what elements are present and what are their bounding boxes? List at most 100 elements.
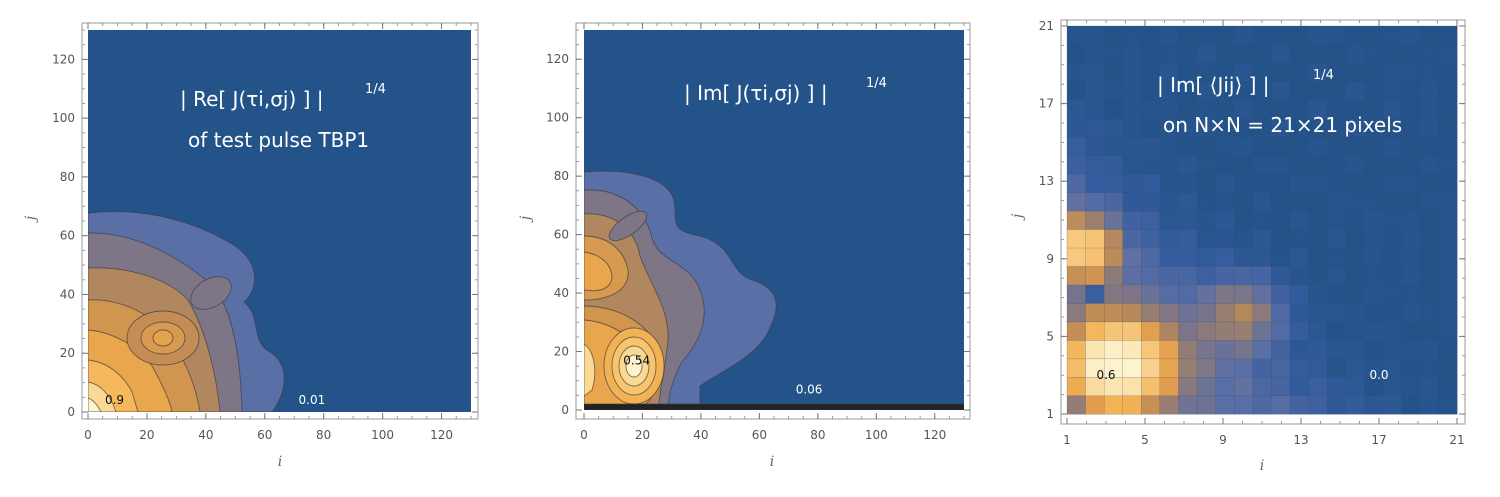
heatmap-cell <box>1401 302 1421 323</box>
y-tick-label: 40 <box>60 287 75 301</box>
heatmap-cell <box>1363 25 1384 45</box>
chart-subtitle: of test pulse TBP1 <box>188 128 369 152</box>
heatmap-cell <box>1159 136 1179 156</box>
heatmap-cell <box>1141 321 1161 341</box>
heatmap-cell <box>1159 395 1179 415</box>
heatmap-cell <box>1382 266 1402 286</box>
contour-label-peak: 0.9 <box>105 393 124 407</box>
x-tick-label: 120 <box>923 428 946 442</box>
x-tick-label: 80 <box>810 428 825 442</box>
x-tick-label: 0 <box>84 428 92 442</box>
y-axis-label: j <box>23 215 39 223</box>
heatmap-cell <box>1252 266 1272 286</box>
heatmap-cell <box>1345 266 1365 286</box>
heatmap-cell <box>1233 358 1254 378</box>
heatmap-cell <box>1419 247 1439 267</box>
heatmap-cell <box>1363 44 1384 64</box>
heatmap-cell <box>1308 376 1328 397</box>
heatmap-cell <box>1141 210 1161 230</box>
heatmap-cell <box>1085 321 1105 341</box>
heatmap-cell <box>1326 376 1347 397</box>
y-tick-label: 21 <box>1039 19 1054 33</box>
y-axis-label: j <box>1010 213 1026 221</box>
heatmap-cell <box>1326 321 1347 341</box>
heatmap-cell <box>1233 395 1254 415</box>
heatmap-cell <box>1085 192 1105 212</box>
heatmap-cell <box>1066 302 1087 323</box>
heatmap-cell <box>1159 376 1179 397</box>
heatmap-cell <box>1271 229 1291 249</box>
heatmap-cell <box>1141 155 1161 175</box>
heatmap-cell <box>1382 302 1402 323</box>
heatmap-cell <box>1438 62 1458 82</box>
heatmap-cell <box>1103 81 1124 101</box>
x-tick-label: 13 <box>1293 433 1308 447</box>
heatmap-cell <box>1103 25 1124 45</box>
y-tick-label: 20 <box>554 345 569 359</box>
heatmap-cell <box>1103 62 1124 82</box>
heatmap-cell <box>1196 339 1217 360</box>
heatmap-cell <box>1308 192 1328 212</box>
heatmap-cell <box>1122 395 1142 415</box>
heatmap-cell <box>1419 376 1439 397</box>
cell-label-zero: 0.0 <box>1369 368 1388 382</box>
heatmap-cell <box>1159 302 1179 323</box>
heatmap-cell <box>1233 192 1254 212</box>
heatmap-cell <box>1401 99 1421 119</box>
heatmap-cell <box>1308 25 1328 45</box>
y-tick-label: 17 <box>1039 97 1054 111</box>
heatmap-cell <box>1103 339 1124 360</box>
x-tick-label: 60 <box>257 428 272 442</box>
heatmap-cell <box>1382 284 1402 304</box>
heatmap-cell <box>1419 229 1439 249</box>
heatmap-cell <box>1419 339 1439 360</box>
heatmap-cell <box>1252 358 1272 378</box>
heatmap-cell <box>1438 44 1458 64</box>
heatmap-cell <box>1308 247 1328 267</box>
heatmap-cell <box>1178 192 1198 212</box>
heatmap-cell <box>1363 62 1384 82</box>
title-exponent: 1/4 <box>365 82 386 97</box>
heatmap-cell <box>1438 192 1458 212</box>
heatmap-cell <box>1252 321 1272 341</box>
heatmap-cell <box>1066 376 1087 397</box>
heatmap-cell <box>1308 81 1328 101</box>
heatmap-cell <box>1419 321 1439 341</box>
heatmap-cell <box>1252 173 1272 193</box>
heatmap-cell <box>1215 192 1235 212</box>
heatmap-cell <box>1066 321 1087 341</box>
x-tick-label: 20 <box>139 428 154 442</box>
heatmap-cell <box>1308 210 1328 230</box>
heatmap-cell <box>1382 62 1402 82</box>
heatmap-cell <box>1066 339 1087 360</box>
heatmap-cell <box>1345 229 1365 249</box>
heatmap-cell <box>1252 44 1272 64</box>
heatmap-cell <box>1326 302 1347 323</box>
heatmap-cell <box>1066 192 1087 212</box>
heatmap-cell <box>1289 173 1309 193</box>
heatmap-cell <box>1066 229 1087 249</box>
heatmap-cell <box>1103 210 1124 230</box>
chart-title: | Im[ J(τi,σj) ] | <box>684 81 828 105</box>
x-ticks: 1 5 9 13 17 21 <box>1063 20 1465 447</box>
heatmap-cell <box>1382 173 1402 193</box>
heatmap-cell <box>1419 155 1439 175</box>
heatmap-cell <box>1419 266 1439 286</box>
heatmap-cell <box>1085 136 1105 156</box>
heatmap-cell <box>1382 25 1402 45</box>
heatmap-cell <box>1066 118 1087 138</box>
heatmap-cell <box>1271 302 1291 323</box>
heatmap-cell <box>1252 376 1272 397</box>
x-tick-label: 120 <box>430 428 453 442</box>
heatmap-cell <box>1289 81 1309 101</box>
heatmap-cell <box>1085 395 1105 415</box>
x-tick-label: 40 <box>198 428 213 442</box>
y-tick-label: 100 <box>52 111 75 125</box>
y-tick-label: 40 <box>554 286 569 300</box>
heatmap-cell <box>1289 62 1309 82</box>
heatmap-cell <box>1233 376 1254 397</box>
heatmap-cell <box>1066 395 1087 415</box>
heatmap-cell <box>1178 376 1198 397</box>
heatmap-cell <box>1103 173 1124 193</box>
heatmap-cell <box>1382 247 1402 267</box>
